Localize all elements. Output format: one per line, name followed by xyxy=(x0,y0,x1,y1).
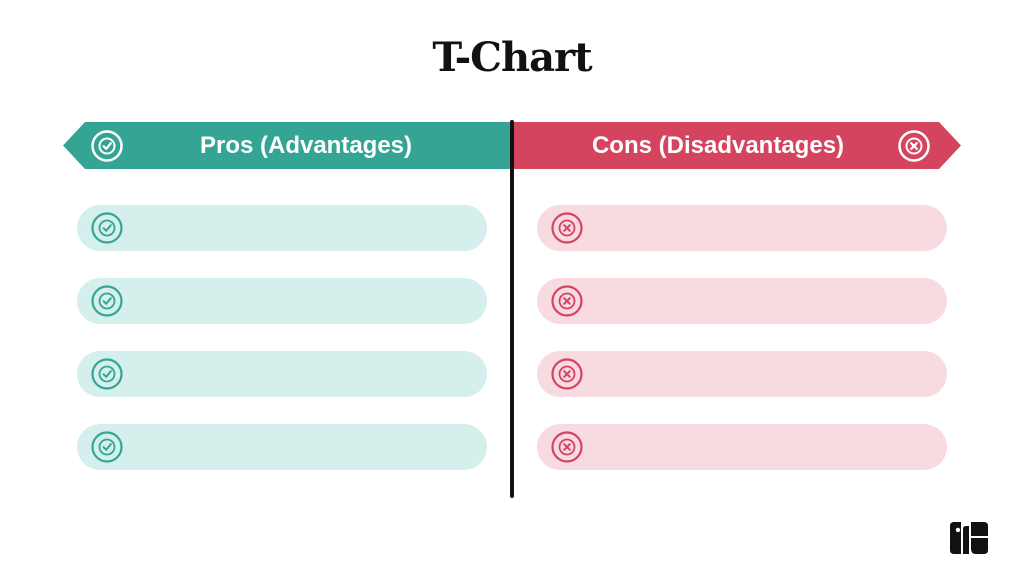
pros-row[interactable] xyxy=(77,424,487,470)
pros-row[interactable] xyxy=(77,351,487,397)
cons-row[interactable] xyxy=(537,351,947,397)
pros-row[interactable] xyxy=(77,278,487,324)
t-chart-divider xyxy=(510,120,514,498)
x-circle-icon xyxy=(897,129,931,163)
pros-row[interactable] xyxy=(77,205,487,251)
cons-header-label: Cons (Disadvantages) xyxy=(591,131,845,159)
pros-header: Pros (Advantages) xyxy=(63,122,513,169)
check-circle-icon xyxy=(91,358,123,390)
check-circle-icon xyxy=(91,431,123,463)
x-circle-icon xyxy=(551,212,583,244)
x-circle-icon xyxy=(551,358,583,390)
brand-logo-icon xyxy=(950,522,988,554)
check-circle-icon xyxy=(91,212,123,244)
check-circle-icon xyxy=(91,130,123,162)
cons-row[interactable] xyxy=(537,205,947,251)
pros-header-label: Pros (Advantages) xyxy=(199,131,413,159)
page-title: T-Chart xyxy=(432,34,592,81)
cons-header: Cons (Disadvantages) xyxy=(511,122,961,169)
x-circle-icon xyxy=(551,431,583,463)
cons-row[interactable] xyxy=(537,424,947,470)
cons-row[interactable] xyxy=(537,278,947,324)
x-circle-icon xyxy=(551,285,583,317)
check-circle-icon xyxy=(91,285,123,317)
